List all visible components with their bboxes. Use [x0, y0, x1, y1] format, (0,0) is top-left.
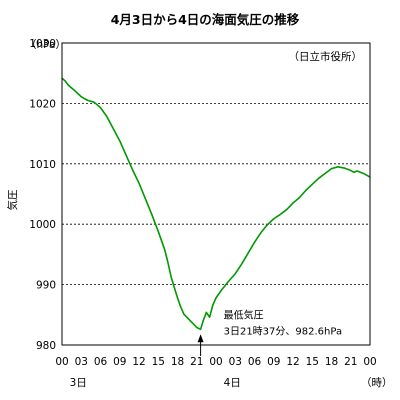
- series-line-0: [61, 77, 371, 331]
- y-tick-label-3: 1010: [29, 159, 56, 171]
- x-unit-label: （時）: [361, 377, 393, 389]
- y-tick-label-1: 990: [36, 280, 56, 292]
- y-tick-label-2: 1000: [29, 219, 56, 231]
- y-tick-label-0: 980: [36, 340, 56, 352]
- x-tick-label-3: 09: [113, 356, 126, 368]
- x-tick-label-14: 18: [325, 356, 338, 368]
- x-tick-label-16: 00: [363, 356, 376, 368]
- y-tick-label-5: 1030: [29, 38, 56, 50]
- annotation-layer: 最低気圧 3日21時37分、982.6hPa: [197, 308, 343, 356]
- day-label-0: 3日: [70, 377, 87, 389]
- chart-title: 4月3日から4日の海面気圧の推移: [111, 12, 300, 27]
- x-tick-label-5: 15: [152, 356, 165, 368]
- y-axis-label: 気圧: [6, 189, 19, 210]
- annotation-title: 最低気圧: [224, 308, 264, 321]
- series-layer: [61, 77, 371, 331]
- x-tick-label-1: 03: [75, 356, 88, 368]
- grid-layer: [62, 103, 370, 286]
- x-tick-label-2: 06: [94, 356, 108, 368]
- x-tick-label-9: 03: [229, 356, 242, 368]
- x-tick-label-4: 12: [132, 356, 145, 368]
- y-tick-label-4: 1020: [29, 98, 56, 110]
- annotation-detail: 3日21時37分、982.6hPa: [224, 325, 343, 337]
- x-tick-label-15: 21: [344, 356, 357, 368]
- x-tick-label-11: 09: [267, 356, 280, 368]
- day-label-1: 4日: [224, 377, 241, 389]
- y-unit-label: （hPa）: [26, 39, 66, 51]
- source-note: （日立市役所）: [289, 50, 363, 63]
- x-tick-label-10: 06: [248, 356, 262, 368]
- x-tick-label-13: 15: [306, 356, 319, 368]
- y-ticks: 980 990 1000 1010 1020 1030: [29, 38, 56, 352]
- x-tick-label-6: 18: [171, 356, 184, 368]
- x-tick-label-0: 00: [55, 356, 68, 368]
- x-tick-label-8: 00: [209, 356, 222, 368]
- x-tick-label-7: 21: [190, 356, 203, 368]
- annotation-arrow-head: [197, 334, 204, 343]
- x-tick-label-12: 12: [286, 356, 299, 368]
- plot-frame: [61, 42, 371, 346]
